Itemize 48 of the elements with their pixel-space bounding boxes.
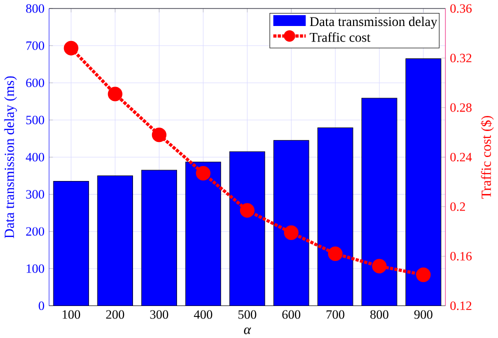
x-tick-label: 700 — [326, 310, 344, 319]
y-tick-label: 300 — [26, 190, 44, 198]
y2-tick-label: 0.36 — [450, 4, 472, 13]
y2-tick-label: 0.16 — [450, 252, 472, 260]
bar — [53, 181, 89, 306]
y2-tick-label: 0.12 — [450, 301, 472, 310]
x-tick-label: 500 — [238, 310, 256, 319]
point — [108, 86, 122, 102]
point — [416, 267, 431, 282]
x-tick-label: 900 — [414, 310, 432, 319]
x-axis-title: α — [244, 327, 252, 334]
y-tick-label: 600 — [26, 78, 44, 87]
point — [372, 258, 387, 274]
point — [284, 225, 299, 240]
legend-label: Data transmission delay — [310, 16, 438, 29]
y2-axis-title: Traffic cost ($) — [480, 116, 494, 198]
y-tick-label: 500 — [26, 116, 44, 124]
bar — [362, 98, 397, 306]
bar — [98, 176, 133, 306]
y-tick-label: 400 — [26, 152, 44, 162]
y-tick-label: 700 — [26, 41, 44, 50]
y2-tick-label: 0.28 — [450, 103, 472, 112]
y2-tick-label: 0.2 — [450, 202, 466, 211]
bar — [230, 151, 265, 306]
bar — [142, 170, 177, 306]
y2-tick-label: 0.24 — [450, 152, 472, 162]
bar — [406, 58, 442, 306]
y-tick-label: 0 — [38, 301, 44, 310]
point — [240, 202, 255, 218]
x-tick-label: 800 — [370, 310, 388, 319]
bar — [318, 128, 353, 306]
point — [152, 127, 166, 142]
x-tick-label: 400 — [194, 310, 212, 319]
bar — [274, 140, 309, 306]
y-tick-label: 100 — [26, 264, 44, 273]
point — [64, 40, 78, 56]
x-tick-label: 600 — [282, 310, 300, 319]
y-tick-label: 800 — [26, 4, 44, 13]
point — [328, 246, 343, 261]
point — [196, 166, 210, 180]
legend-label: Traffic cost — [310, 32, 370, 42]
x-tick-label: 300 — [150, 310, 168, 319]
y2-tick-label: 0.32 — [450, 54, 472, 62]
x-tick-label: 200 — [106, 310, 124, 319]
bar — [186, 162, 221, 306]
x-tick-label: 100 — [62, 310, 80, 319]
y-tick-label: 200 — [26, 226, 44, 236]
y-axis-title: Data transmission delay (ms) — [4, 76, 17, 238]
